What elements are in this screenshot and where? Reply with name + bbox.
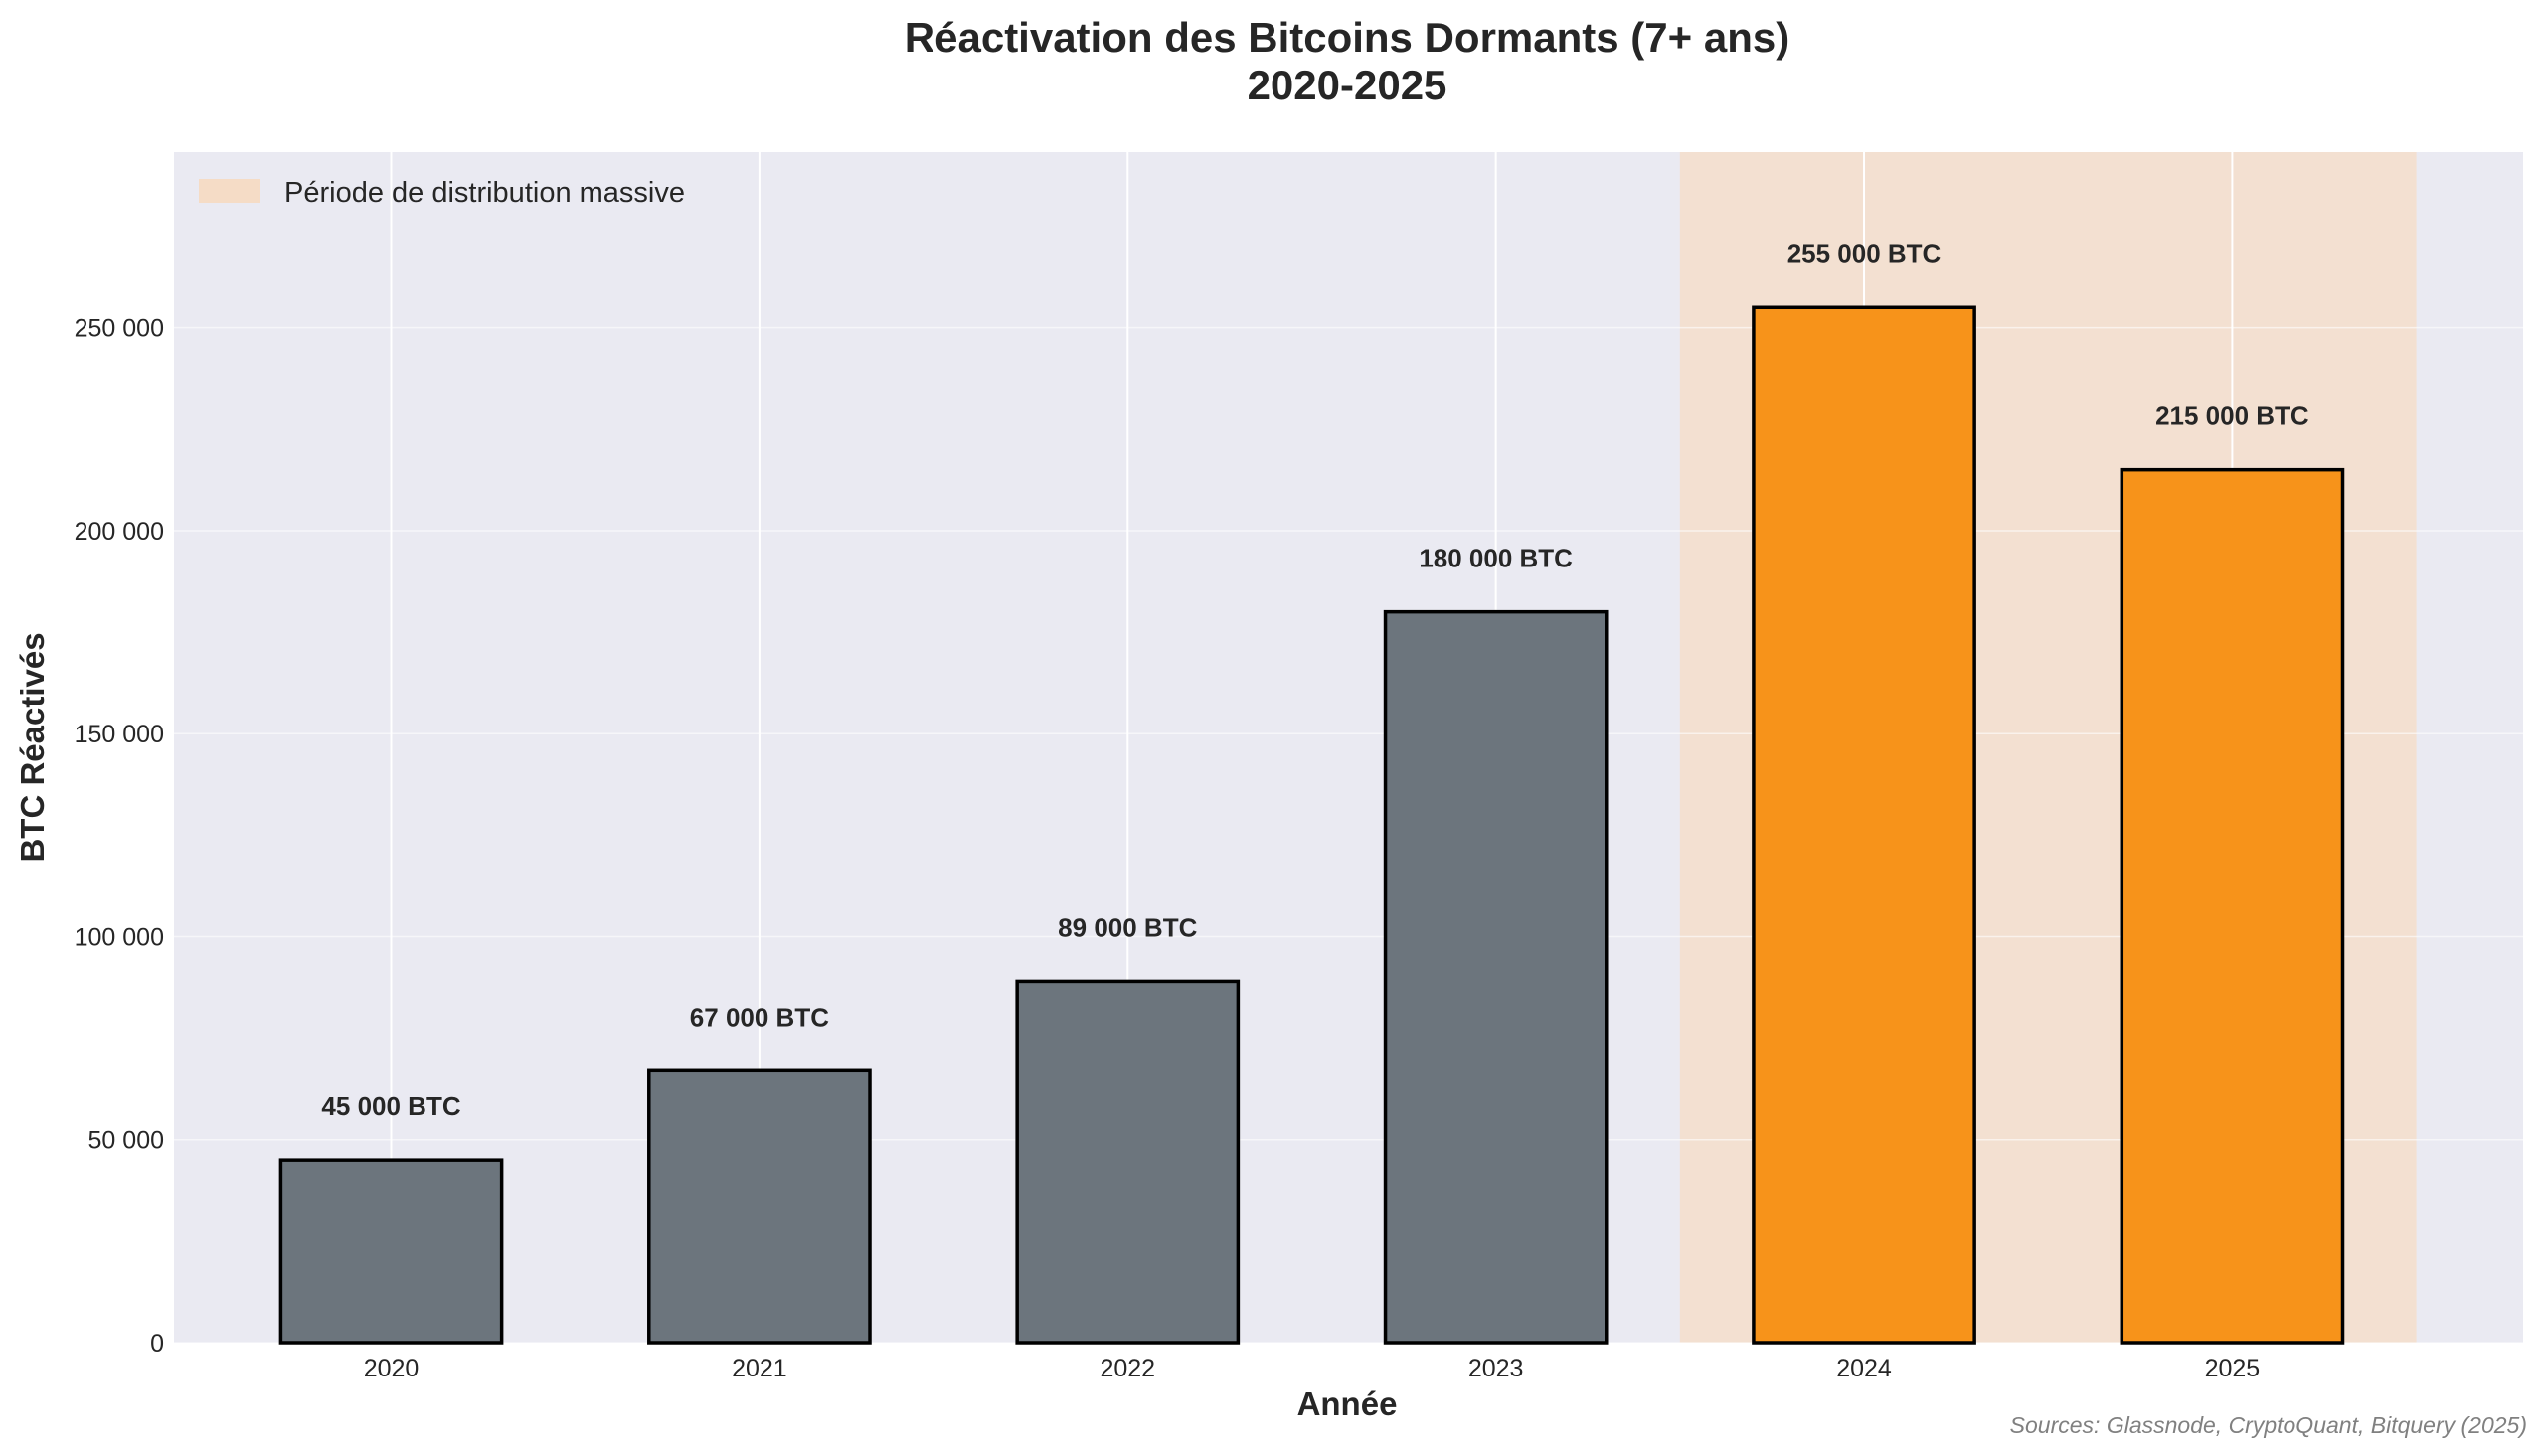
chart-title-line1: Réactivation des Bitcoins Dormants (7+ a…: [905, 14, 1789, 61]
data-label: 215 000 BTC: [2155, 402, 2309, 431]
data-label: 180 000 BTC: [1419, 544, 1573, 573]
y-tick-label: 250 000: [75, 315, 164, 343]
bar-2025: [2120, 467, 2345, 1345]
y-tick-label: 200 000: [75, 518, 164, 546]
y-axis-label: BTC Réactivés: [14, 632, 51, 862]
data-label: 89 000 BTC: [1058, 912, 1197, 942]
x-tick-label: 2022: [1100, 1355, 1155, 1382]
bar-2024: [1752, 305, 1976, 1345]
legend-swatch: [199, 179, 260, 203]
data-label: 255 000 BTC: [1787, 239, 1942, 268]
bar-2022: [1015, 979, 1241, 1345]
legend: Période de distribution massive: [199, 177, 685, 209]
y-tick-label: 50 000: [88, 1127, 164, 1155]
y-tick-label: 0: [150, 1330, 164, 1358]
legend-label: Période de distribution massive: [284, 177, 685, 209]
bar-2021: [647, 1068, 872, 1345]
x-tick-label: 2025: [2205, 1355, 2261, 1382]
y-tick-label: 150 000: [75, 721, 164, 748]
x-tick-label: 2021: [732, 1355, 787, 1382]
chart-title-line2: 2020-2025: [1248, 62, 1447, 108]
sources-annotation: Sources: Glassnode, CryptoQuant, Bitquer…: [2010, 1412, 2527, 1438]
y-tick-label: 100 000: [75, 923, 164, 951]
data-label: 67 000 BTC: [690, 1002, 829, 1032]
bar-2020: [278, 1158, 504, 1345]
x-tick-label: 2024: [1836, 1355, 1892, 1382]
bar-2023: [1383, 609, 1609, 1345]
x-axis-label: Année: [1297, 1385, 1398, 1422]
x-tick-label: 2020: [364, 1355, 420, 1382]
data-label: 45 000 BTC: [321, 1091, 460, 1121]
x-tick-label: 2023: [1468, 1355, 1524, 1382]
